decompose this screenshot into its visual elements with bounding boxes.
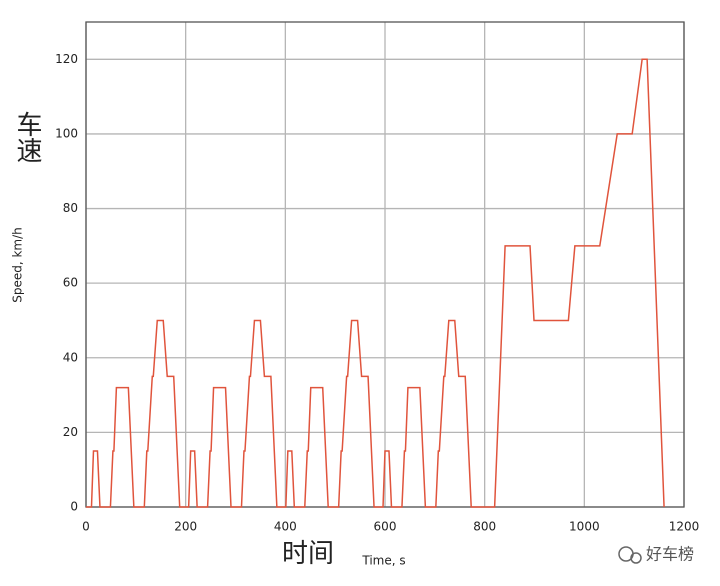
y-tick-label: 80 [63, 201, 78, 215]
speed-line [86, 58, 665, 508]
x-tick-label: 0 [82, 520, 90, 534]
watermark: 好车榜 [646, 545, 694, 564]
y-axis-label: Speed, km/h [11, 227, 25, 303]
x-tick-label: 800 [473, 520, 496, 534]
x-tick-label: 1200 [669, 520, 700, 534]
x-tick-label: 1000 [569, 520, 600, 534]
y-tick-label: 40 [63, 350, 78, 364]
x-tick-label: 600 [374, 520, 397, 534]
y-tick-label: 20 [63, 425, 78, 439]
watermark-icon [618, 546, 642, 564]
y-tick-label: 120 [55, 52, 78, 66]
y-tick-label: 0 [70, 500, 78, 514]
y-tick-label: 60 [63, 276, 78, 290]
y-tick-label: 100 [55, 126, 78, 140]
x-tick-label: 400 [274, 520, 297, 534]
x-label-cn: 时间 [282, 539, 334, 569]
x-axis-label: Time, s [361, 554, 405, 568]
y-label-cn: 车速 [12, 111, 42, 163]
plot-frame [85, 21, 685, 508]
x-tick-label: 200 [174, 520, 197, 534]
